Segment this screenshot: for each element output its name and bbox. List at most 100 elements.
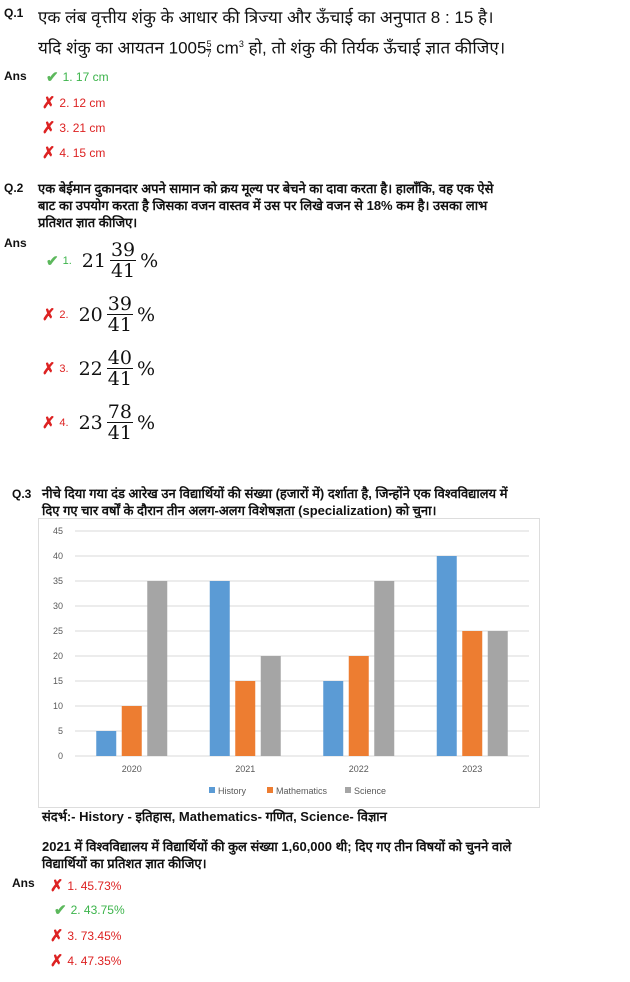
ans-label: Ans: [12, 876, 35, 890]
cross-icon: ✗: [42, 306, 56, 324]
question-line: 2021 में विश्वविद्यालय में विद्यार्थियों…: [42, 839, 512, 854]
numerator: 39: [109, 239, 137, 261]
whole-part: 21: [81, 249, 106, 272]
percent-sign: %: [136, 303, 156, 326]
cross-icon: ✗: [42, 360, 56, 378]
question-line: एक लंब वृत्तीय शंकु के आधार की त्रिज्या …: [38, 8, 494, 27]
text: हो, तो शंकु की तिर्यक ऊँचाई ज्ञात कीजिए।: [243, 38, 506, 58]
reference-note: संदर्भ:- History - इतिहास, Mathematics- …: [42, 809, 387, 824]
text: यदि शंकु का आयतन 1005: [38, 38, 207, 58]
numerator: 39: [106, 293, 133, 315]
cross-icon: ✗: [42, 414, 56, 432]
percent-sign: %: [136, 357, 156, 380]
option-number: 1.: [62, 254, 72, 267]
bar-history-2020: [96, 731, 117, 756]
x-tick-label: 2021: [235, 764, 255, 774]
question-line: बाट का उपयोग करता है जिसका वजन वास्तव मे…: [38, 198, 488, 213]
y-tick-label: 30: [53, 601, 63, 611]
whole-part: 22: [78, 357, 103, 380]
denominator: 41: [107, 422, 132, 444]
question-line: नीचे दिया गया दंड आरेख उन विद्यार्थियों …: [42, 486, 508, 501]
fraction: 78 41: [106, 401, 133, 444]
option-number: 4.: [59, 416, 69, 429]
numerator: 40: [106, 347, 133, 369]
y-tick-label: 0: [58, 751, 63, 761]
question-text: नीचे दिया गया दंड आरेख उन विद्यार्थियों …: [42, 485, 622, 519]
y-tick-label: 10: [53, 701, 63, 711]
legend-label: Science: [354, 786, 386, 796]
option-text: 4. 47.35%: [67, 954, 122, 968]
question-line: एक बेईमान दुकानदार अपने सामान को क्रय मू…: [38, 181, 494, 196]
bar-chart: 0 5 10 15 20 25 30 35 40 45 2020 2021 2022 2023 Histor…: [38, 518, 540, 808]
bar-history-2021: [209, 581, 230, 756]
answer-option[interactable]: ✔ 2. 43.75%: [54, 901, 125, 919]
denominator: 41: [110, 260, 136, 282]
percent-sign: %: [140, 249, 159, 272]
denominator: 41: [107, 368, 132, 390]
fraction: 39 41: [109, 239, 137, 282]
numerator: 78: [106, 401, 133, 423]
answer-option[interactable]: ✔ 1. 21 39 41%: [46, 240, 158, 281]
legend-swatch: [345, 787, 351, 793]
option-number: 3.: [59, 362, 69, 375]
legend-label: History: [218, 786, 247, 796]
denominator: 41: [107, 314, 132, 336]
bar-mathematics-2022: [348, 656, 369, 756]
option-text: 2. 12 cm: [59, 96, 106, 110]
answer-option[interactable]: ✗ 2. 20 39 41%: [42, 294, 155, 335]
cross-icon: ✗: [42, 145, 56, 162]
numerator: 5: [206, 38, 212, 50]
bar-science-2021: [260, 656, 281, 756]
bar-mathematics-2021: [235, 681, 256, 756]
bar-history-2022: [323, 681, 344, 756]
unit: cm: [211, 38, 239, 58]
answer-option[interactable]: ✔ 1. 17 cm: [46, 68, 109, 86]
x-tick-label: 2020: [122, 764, 142, 774]
option-number: 2.: [59, 308, 69, 321]
answer-option[interactable]: ✗ 4. 15 cm: [42, 143, 105, 163]
cross-icon: ✗: [50, 953, 64, 970]
question-number: Q.3: [12, 487, 32, 501]
answer-option[interactable]: ✗ 2. 12 cm: [42, 93, 105, 113]
check-icon: ✔: [46, 252, 59, 270]
y-tick-label: 15: [53, 676, 63, 686]
bar-science-2022: [374, 581, 395, 756]
y-tick-label: 5: [58, 726, 63, 736]
cross-icon: ✗: [50, 928, 64, 945]
option-text: 1. 17 cm: [62, 70, 109, 84]
whole-part: 23: [78, 411, 103, 434]
answer-option[interactable]: ✗ 3. 73.45%: [50, 926, 121, 946]
question-text: एक लंब वृत्तीय शंकु के आधार की त्रिज्या …: [38, 4, 628, 62]
cross-icon: ✗: [42, 95, 56, 112]
answer-option[interactable]: ✗ 4. 47.35%: [50, 951, 121, 971]
y-tick-label: 20: [53, 651, 63, 661]
superscript: 3: [238, 39, 244, 49]
question-line: प्रतिशत ज्ञात कीजिए।: [38, 215, 138, 230]
option-text: 2. 43.75%: [70, 903, 125, 917]
bar-history-2023: [436, 556, 457, 756]
question-number: Q.2: [4, 181, 24, 195]
answer-option[interactable]: ✗ 3. 22 40 41%: [42, 348, 155, 389]
legend-label: Mathematics: [276, 786, 328, 796]
whole-part: 20: [78, 303, 103, 326]
bar-mathematics-2023: [462, 631, 483, 756]
legend-swatch: [267, 787, 273, 793]
answer-option[interactable]: ✗ 3. 21 cm: [42, 118, 105, 138]
legend-swatch: [209, 787, 215, 793]
option-text: 1. 45.73%: [67, 879, 122, 893]
cross-icon: ✗: [50, 878, 64, 895]
question-line: यदि शंकु का आयतन 1005 5 7 cm3 हो, तो शंकु …: [38, 31, 628, 62]
chart-svg: 0 5 10 15 20 25 30 35 40 45 2020 2021 2022 2023 Histor…: [53, 526, 529, 796]
answer-option[interactable]: ✗ 1. 45.73%: [50, 876, 121, 896]
percent-sign: %: [136, 411, 156, 434]
y-tick-label: 25: [53, 626, 63, 636]
option-text: 3. 21 cm: [59, 121, 106, 135]
check-icon: ✔: [54, 902, 67, 919]
check-icon: ✔: [46, 69, 59, 86]
option-text: 4. 15 cm: [59, 146, 106, 160]
x-tick-label: 2022: [349, 764, 369, 774]
question-text: 2021 में विश्वविद्यालय में विद्यार्थियों…: [42, 838, 622, 872]
answer-option[interactable]: ✗ 4. 23 78 41%: [42, 402, 155, 443]
cross-icon: ✗: [42, 120, 56, 137]
